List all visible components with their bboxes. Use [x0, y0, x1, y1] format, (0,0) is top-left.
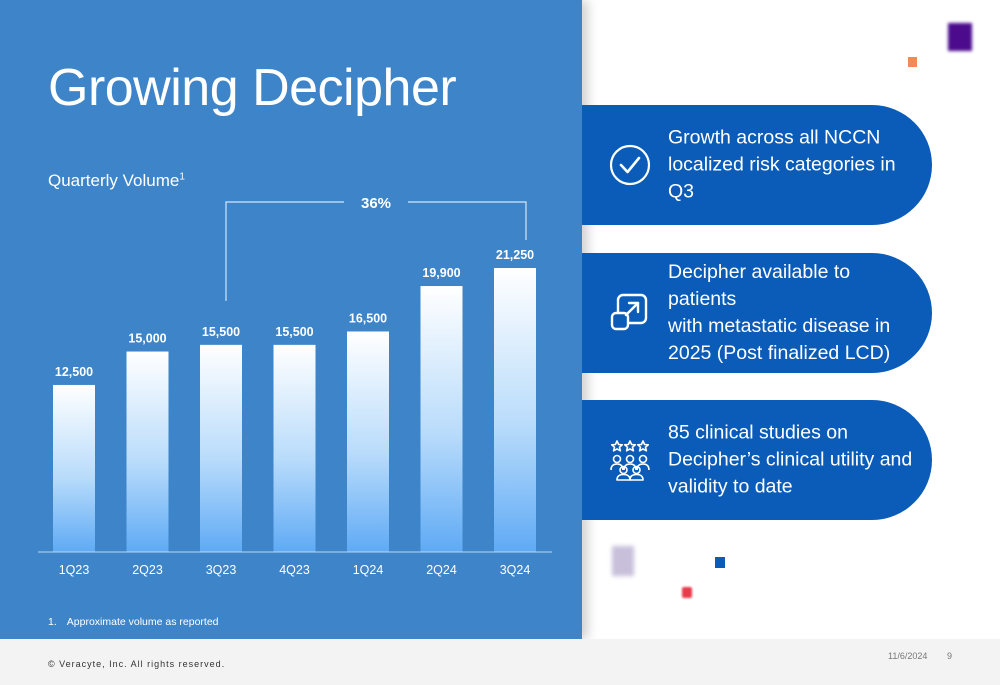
data-label-3Q24: 21,250: [496, 248, 534, 262]
callout-clinical-studies: 85 clinical studies on Decipher’s clinic…: [582, 400, 932, 520]
bars-group: 12,500 1Q23 15,000 2Q23 15,500 3Q23 15,500 4Q23…: [53, 248, 536, 577]
callout-metastatic: Decipher available to patients with meta…: [582, 253, 932, 373]
footnote-ref: 1: [179, 171, 185, 183]
x-tick-4Q23: 4Q23: [279, 563, 310, 577]
bar-3Q23: [200, 344, 242, 552]
data-label-2Q23: 15,000: [128, 332, 166, 346]
bar-2Q24: [420, 286, 463, 552]
footer-bar: © Veracyte, Inc. All rights reserved. 11…: [0, 639, 1000, 685]
growth-bracket-line: [225, 201, 527, 301]
check-circle-icon: [609, 144, 651, 186]
x-tick-1Q23: 1Q23: [59, 563, 90, 577]
decorative-square: [948, 23, 972, 51]
callout-nccn-growth: Growth across all NCCN localized risk ca…: [582, 105, 932, 225]
footnote: 1. Approximate volume as reported: [48, 616, 219, 628]
bar-1Q24: [347, 331, 389, 552]
callout-line: validity to date: [668, 475, 793, 498]
x-tick-1Q24: 1Q24: [353, 563, 384, 577]
callout-line: 85 clinical studies on: [668, 421, 848, 444]
x-tick-2Q23: 2Q23: [132, 563, 163, 577]
bar-4Q23: [273, 344, 316, 552]
callout-line: Decipher’s clinical utility and: [668, 448, 913, 471]
x-tick-3Q24: 3Q24: [500, 563, 531, 577]
data-label-2Q24: 19,900: [422, 266, 460, 280]
callout-text: Growth across all NCCN localized risk ca…: [668, 125, 918, 206]
page-number: 9: [947, 651, 953, 661]
subtitle-text: Quarterly Volume: [48, 171, 180, 190]
growth-annotation-label: 36%: [361, 195, 391, 212]
chart-panel: Growing Decipher Quarterly Volume1 36% 1…: [0, 0, 582, 639]
bar-1Q23: [53, 384, 95, 552]
callout-line: with metastatic disease in: [668, 315, 891, 337]
callout-line: 2025 (Post finalized LCD): [668, 342, 891, 364]
chart-subtitle: Quarterly Volume1: [48, 171, 185, 191]
growth-bracket: [225, 201, 527, 301]
decorative-square: [908, 57, 917, 67]
callout-line: Growth across all NCCN: [668, 126, 881, 149]
footnote-number: 1.: [48, 616, 57, 628]
decorative-square: [612, 546, 634, 576]
decorative-square: [715, 557, 725, 568]
expand-arrow-icon: [610, 293, 648, 331]
decorative-square: [682, 587, 692, 598]
bar-3Q24: [494, 268, 536, 552]
callout-text: 85 clinical studies on Decipher’s clinic…: [668, 420, 918, 501]
data-label-4Q23: 15,500: [275, 325, 313, 339]
callout-text: Decipher available to patients with meta…: [668, 259, 918, 367]
x-tick-2Q24: 2Q24: [426, 563, 457, 577]
slide-title: Growing Decipher: [48, 59, 457, 117]
footer-date: 11/6/2024: [888, 651, 928, 661]
bar-2Q23: [126, 351, 169, 552]
callout-line: Decipher available to patients: [668, 261, 851, 310]
data-label-1Q23: 12,500: [55, 365, 93, 379]
footnote-text: Approximate volume as reported: [66, 616, 219, 628]
copyright-text: © Veracyte, Inc. All rights reserved.: [48, 659, 226, 669]
callout-line: localized risk categories in Q3: [668, 153, 896, 203]
data-label-3Q23: 15,500: [202, 325, 240, 339]
people-stars-icon: [610, 440, 650, 481]
data-label-1Q24: 16,500: [349, 311, 387, 325]
x-tick-3Q23: 3Q23: [206, 563, 237, 577]
bar-chart: 36% 12,500 1Q23 15,000 2Q23 15,500 3Q23 15,500…: [38, 195, 552, 577]
